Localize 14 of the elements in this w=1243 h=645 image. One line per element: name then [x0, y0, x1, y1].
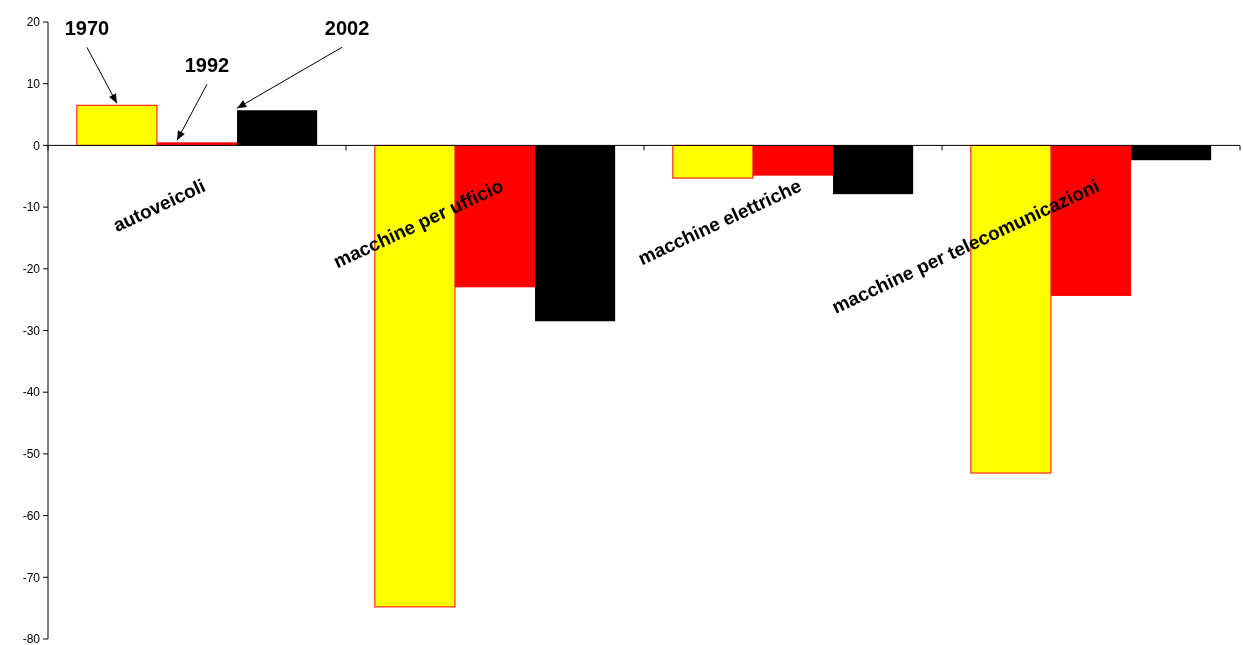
text: 2002 — [324, 17, 370, 40]
y-tick-label: 20 — [26, 15, 41, 30]
y-tick-label: 10 — [26, 76, 41, 91]
text: 1992 — [184, 54, 230, 77]
y-tick-label: -80 — [22, 632, 41, 645]
y-tick-label: -50 — [22, 447, 41, 462]
y-tick-label: -30 — [22, 323, 41, 338]
y-tick-label: -40 — [22, 385, 41, 400]
y-tick-label: -70 — [22, 570, 41, 585]
y-tick-label: -60 — [22, 508, 41, 523]
y-tick-label: -10 — [22, 200, 41, 215]
y-tick-label: 0 — [33, 138, 41, 153]
y-tick-label: -20 — [22, 262, 41, 276]
text: 1970 — [64, 17, 110, 40]
